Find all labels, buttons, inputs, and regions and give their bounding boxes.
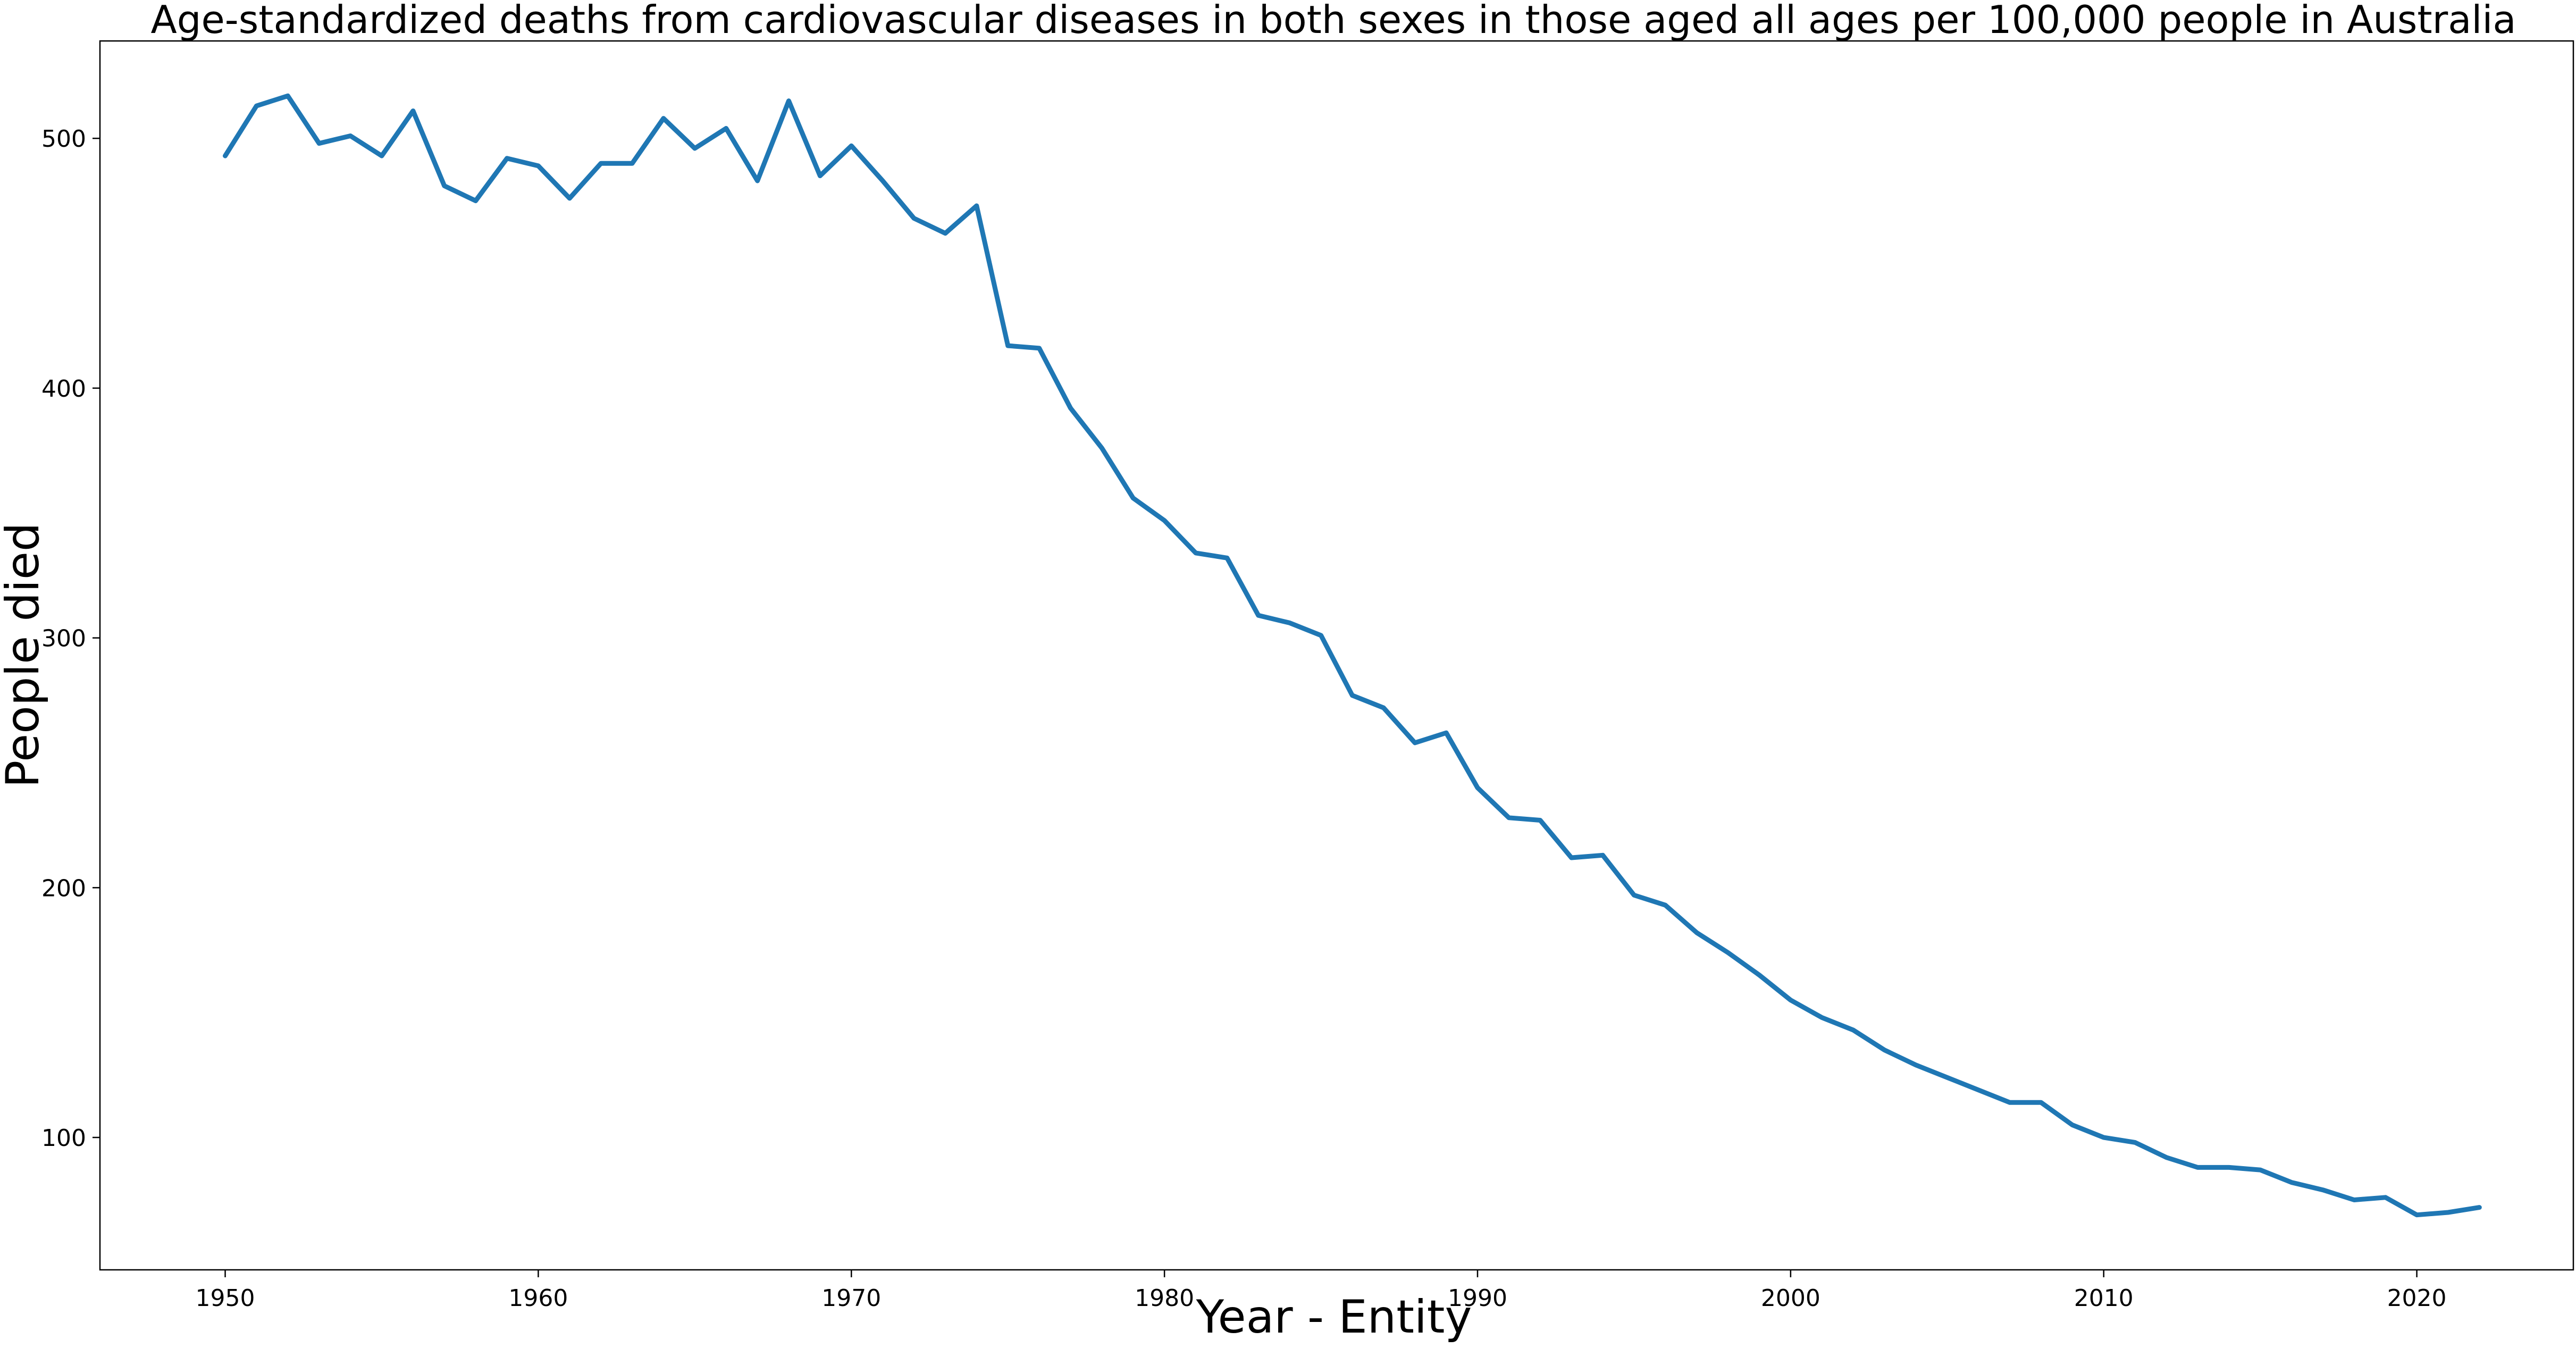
x-axis: 1950 1960 1970 1980 1990 2000 2010 2020 — [196, 1270, 2447, 1312]
series-line — [223, 93, 2482, 1218]
y-axis-label: People died — [0, 522, 49, 788]
y-tick-label: 300 — [41, 625, 86, 652]
x-tick-label: 1950 — [196, 1285, 255, 1312]
plot-area — [99, 40, 2574, 1271]
series-layer — [223, 93, 2482, 1218]
x-tick-label: 1990 — [1448, 1285, 1507, 1312]
x-tick-label: 2020 — [2387, 1285, 2447, 1312]
x-axis-label: Year - Entity — [1196, 1291, 1472, 1344]
x-tick-label: 1980 — [1135, 1285, 1194, 1312]
chart-title: Age-standardized deaths from cardiovascu… — [151, 0, 2516, 42]
x-tick-label: 2000 — [1761, 1285, 1820, 1312]
x-tick-label: 1970 — [821, 1285, 881, 1312]
y-tick-label: 200 — [41, 875, 86, 902]
x-tick-label: 1960 — [508, 1285, 568, 1312]
y-tick-label: 500 — [41, 125, 86, 153]
x-tick-label: 2010 — [2074, 1285, 2134, 1312]
y-tick-label: 100 — [41, 1125, 86, 1152]
y-tick-label: 400 — [41, 375, 86, 403]
y-axis: 100 200 300 400 500 — [41, 125, 100, 1152]
